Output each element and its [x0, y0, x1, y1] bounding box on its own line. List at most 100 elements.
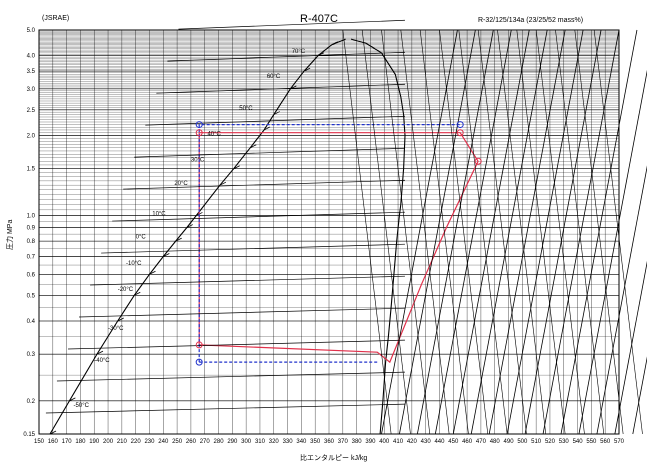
saturation-hatch: [233, 165, 240, 170]
x-tick-label: 280: [214, 439, 225, 445]
isotherm-line: [516, 29, 566, 435]
x-tick-label: 370: [338, 439, 349, 445]
saturation-hatch: [186, 224, 193, 228]
x-tick-label: 300: [241, 439, 252, 445]
y-tick-label: 0.15: [23, 432, 35, 438]
x-tick-label: 310: [255, 439, 266, 445]
x-tick-label: 510: [531, 439, 542, 445]
isotherm-liquid-line: [90, 275, 405, 286]
temperature-label: 40°C: [207, 132, 221, 138]
saturation-hatch: [250, 144, 257, 149]
y-tick-label: 2.5: [27, 108, 36, 114]
x-tick-label: 270: [200, 439, 211, 445]
temperature-label: 60°C: [267, 74, 281, 80]
cycle-point-blue: [195, 121, 203, 129]
x-tick-label: 150: [34, 439, 45, 445]
saturated-vapor-line: [350, 38, 406, 435]
temperature-label: -30°C: [108, 326, 124, 332]
x-tick-label: 160: [48, 439, 59, 445]
saturation-hatch: [331, 41, 338, 46]
y-axis-ticks: 0.15 0.2 0.3 0.4 0.5 0.6 0.7 0.8 0.9 1.0 1.5 2.0 2.5…: [23, 28, 35, 438]
isotherm-line: [419, 29, 469, 435]
y-tick-label: 0.3: [27, 352, 36, 358]
x-tick-label: 220: [131, 439, 142, 445]
x-tick-label: 400: [379, 439, 390, 445]
x-tick-label: 230: [144, 439, 155, 445]
saturation-hatch: [163, 253, 170, 257]
isentrope-line: [632, 356, 647, 435]
isentrope-line: [488, 29, 566, 435]
x-tick-label: 330: [283, 439, 294, 445]
isentrope-line: [381, 29, 458, 435]
x-tick-label: 210: [117, 439, 128, 445]
cycle-point-red: [195, 341, 203, 349]
isentrope-line: [578, 69, 647, 435]
isotherm-line: [439, 29, 489, 435]
saturation-hatch: [303, 67, 311, 72]
isentrope-line: [416, 29, 494, 435]
y-axis-label: 圧力 MPa: [5, 220, 14, 250]
isotherm-liquid-line: [178, 19, 405, 30]
x-tick-label: 420: [407, 439, 418, 445]
isotherm-liquid-line: [67, 339, 405, 350]
x-tick-label: 410: [393, 439, 404, 445]
y-tick-label: 0.2: [27, 399, 36, 405]
y-tick-label: 5.0: [27, 28, 36, 34]
saturation-hatch: [175, 237, 182, 242]
y-tick-label: 3.0: [27, 87, 36, 93]
cycle-markers: [195, 121, 482, 366]
temperature-label: -10°C: [126, 261, 142, 267]
isentrope-line: [506, 29, 584, 435]
y-tick-label: 0.9: [27, 226, 36, 232]
temperature-label: 50°C: [239, 106, 253, 112]
saturated-liquid-line: [49, 38, 346, 435]
y-tick-label: 0.8: [27, 239, 36, 245]
y-tick-label: 0.6: [27, 272, 36, 278]
isentrope-line: [542, 29, 620, 435]
isotherm-line: [400, 29, 450, 435]
isentrope-line: [470, 29, 548, 435]
isotherm-line: [574, 29, 624, 435]
x-tick-label: 570: [614, 439, 625, 445]
x-tick-label: 260: [186, 439, 197, 445]
x-tick-label: 360: [324, 439, 335, 445]
temperature-label: 0°C: [136, 234, 147, 240]
y-tick-label: 0.5: [27, 293, 36, 299]
temperature-label: 70°C: [292, 49, 306, 55]
temperature-label: -40°C: [94, 358, 110, 364]
x-tick-label: 250: [172, 439, 183, 445]
cycle-point-blue: [456, 121, 464, 129]
x-tick-label: 320: [269, 439, 280, 445]
isentrope-line: [614, 260, 647, 435]
cycle-point-red: [195, 129, 203, 137]
y-tick-label: 1.5: [27, 167, 36, 173]
temperature-label: 30°C: [191, 157, 205, 163]
x-tick-label: 470: [476, 439, 487, 445]
isotherm-line: [535, 29, 585, 435]
chart-title: R-407C: [300, 13, 338, 25]
saturation-hatch: [96, 350, 104, 355]
isotherm-line: [497, 29, 547, 435]
isotherm-liquid-line: [145, 115, 405, 126]
x-tick-label: 540: [573, 439, 584, 445]
isotherm-liquid-line: [79, 307, 405, 318]
saturation-hatch: [69, 397, 76, 402]
x-axis-label: 比エンタルピー kJ/kg: [300, 453, 367, 462]
isotherm-line: [458, 29, 508, 435]
x-tick-label: 170: [62, 439, 73, 445]
saturation-hatch: [263, 126, 271, 131]
isotherm-liquid-line: [123, 179, 405, 190]
isotherm-line: [555, 29, 605, 435]
isotherm-liquid-line: [56, 371, 405, 382]
x-axis-ticks: 150 160 170 180 190 200 210 220 230 240 250 260 270 2…: [34, 439, 625, 445]
isotherm-line: [477, 29, 527, 435]
x-tick-label: 390: [365, 439, 376, 445]
x-tick-label: 440: [434, 439, 445, 445]
y-tick-label: 0.7: [27, 255, 36, 261]
x-tick-label: 180: [75, 439, 86, 445]
saturation-hatch: [117, 317, 124, 322]
saturation-hatch: [149, 270, 156, 275]
x-tick-label: 340: [296, 439, 307, 445]
composition-label: R-32/125/134a (23/25/52 mass%): [478, 17, 583, 24]
